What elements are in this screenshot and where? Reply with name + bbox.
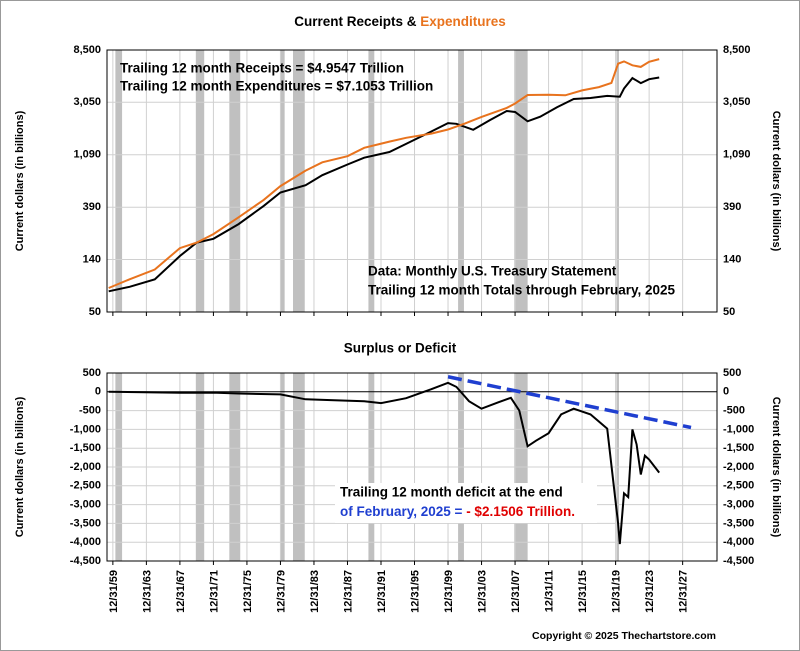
footer: Copyright © 2025 Thechartstore.com [532,630,716,642]
y-tick-label: -4,000 [723,536,754,548]
y-axis-label: Current dollars (in billions) [14,396,26,537]
y-tick-label: 0 [95,386,101,398]
y-tick-label: 1,090 [73,149,101,161]
recession-band [514,50,528,312]
y-tick-label: 8,500 [723,44,751,56]
plot-border [106,49,718,313]
series-line [108,381,660,545]
y-tick-label: 390 [83,201,101,213]
x-tick-label: 12/31/07 [510,570,522,613]
y-tick-label: -3,000 [70,499,101,511]
title-part: Current Receipts & [294,14,417,29]
y-tick-label: 0 [723,386,729,398]
y-tick-label: -2,000 [70,461,101,473]
x-tick-label: 12/31/75 [242,570,254,613]
y-tick-label: -500 [723,405,745,417]
x-tick-label: 12/31/99 [443,570,455,613]
y-tick-label: 1,090 [723,149,751,161]
y-tick-label: 8,500 [73,44,101,56]
y-tick-label: -4,500 [70,555,101,567]
y-tick-label: -1,000 [70,423,101,435]
title-highlight: Expenditures [420,14,506,29]
y-tick-label: -2,500 [70,480,101,492]
trend-line [447,375,692,430]
y-tick-label: 500 [723,367,741,379]
x-tick-label: 12/31/95 [409,570,421,613]
x-tick-label: 12/31/71 [208,570,220,613]
y-tick-label: -4,500 [723,555,754,567]
recession-band [616,50,619,312]
recession-band [115,50,123,312]
y-tick-label: -1,500 [70,442,101,454]
annotation-highlight: - $2.1506 Trillion. [466,504,575,519]
chart-title: Current Receipts & Expenditures [294,14,506,29]
y-tick-label: -3,500 [723,517,754,529]
y-tick-label: 140 [83,253,101,265]
x-tick-label: 12/31/27 [678,570,690,613]
x-tick-label: 12/31/19 [611,570,623,613]
annotation: Trailing 12 month Totals through Februar… [368,283,676,298]
legend-annotation: Trailing 12 month Expenditures = $7.1053… [120,79,433,94]
recession-band [368,50,375,312]
plot-border [106,372,718,562]
recession-band [293,50,305,312]
y-tick-label: -1,000 [723,423,754,435]
y-tick-label: 140 [723,253,741,265]
recession-band [195,50,205,312]
annotation-part: of February, 2025 = [340,504,466,519]
annotation: Data: Monthly U.S. Treasury Statement [368,264,617,279]
y-tick-label: 50 [89,306,101,318]
y-tick-label: 500 [83,367,101,379]
x-tick-label: 12/31/83 [309,570,321,613]
y-tick-label: -3,500 [70,517,101,529]
recession-band [458,50,464,312]
chart-title: Surplus or Deficit [344,341,457,356]
x-tick-label: 12/31/91 [376,570,388,613]
x-tick-label: 12/31/67 [175,570,187,613]
x-tick-label: 12/31/23 [644,570,656,613]
recession-band [229,50,241,312]
y-tick-label: -3,000 [723,499,754,511]
y-axis-label: Current dollars (in billions) [14,110,26,251]
y-axis-label: Current dollars (in billions) [770,111,782,252]
legend-annotation: Trailing 12 month Receipts = $4.9547 Tri… [120,61,404,76]
x-tick-label: 12/31/15 [577,570,589,613]
y-tick-label: 3,050 [73,96,101,108]
x-tick-label: 12/31/03 [476,570,488,613]
recession-band [280,50,285,312]
y-axis-label: Current dollars (in billions) [770,397,782,538]
x-tick-label: 12/31/63 [141,570,153,613]
annotation: of February, 2025 = - $2.1506 Trillion. [340,504,575,519]
y-tick-label: 50 [723,306,735,318]
y-tick-label: 390 [723,201,741,213]
series-line [108,76,660,293]
x-tick-label: 12/31/59 [108,570,120,613]
x-tick-label: 12/31/11 [543,570,555,612]
y-tick-label: -4,000 [70,536,101,548]
y-tick-label: -2,500 [723,480,754,492]
x-tick-label: 12/31/87 [342,570,354,613]
annotation-bg [335,483,597,523]
y-tick-label: -1,500 [723,442,754,454]
series-line [108,58,660,289]
x-tick-label: 12/31/79 [275,570,287,613]
y-tick-label: 3,050 [723,96,751,108]
annotation: Trailing 12 month deficit at the end [340,485,563,500]
y-tick-label: -500 [79,405,101,417]
y-tick-label: -2,000 [723,461,754,473]
